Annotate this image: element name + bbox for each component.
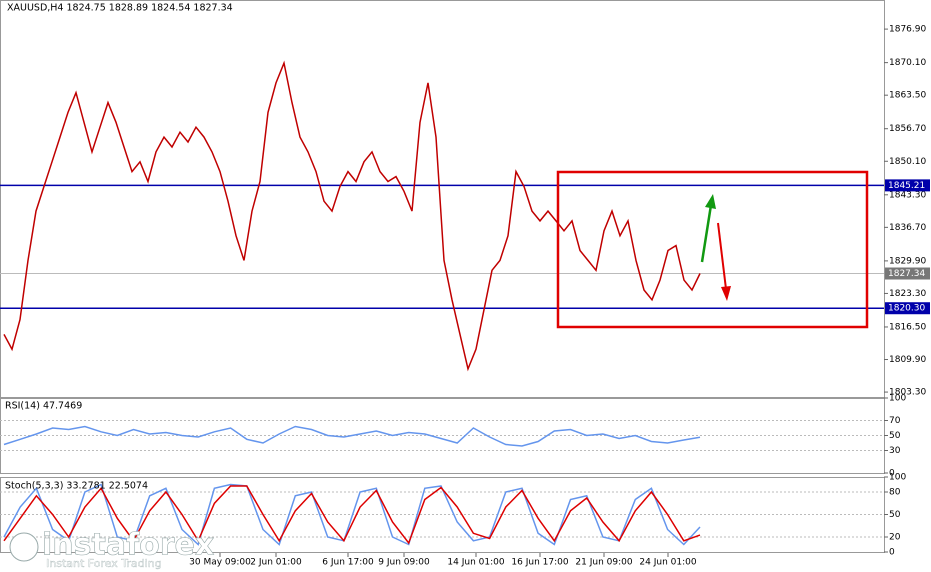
y-tick-label: 1816.50: [889, 322, 926, 332]
x-tick-label: 14 Jun 01:00: [447, 558, 504, 568]
y-tick-label: 70: [889, 416, 901, 426]
y-tick-label: 0: [889, 469, 895, 479]
y-tick-label: 80: [889, 488, 901, 498]
level-tag: [885, 179, 930, 192]
y-tick-label: 1876.90: [889, 25, 926, 35]
y-tick-label: 30: [889, 446, 901, 456]
watermark-brand: instaforex: [42, 528, 214, 563]
series-line: [3, 485, 701, 545]
rsi-title: RSI(14) 47.7469: [5, 401, 82, 412]
up-arrow: [700, 194, 716, 263]
y-tick-label: 100: [889, 394, 906, 404]
y-tick-label: 0: [889, 548, 895, 558]
last-price-label: 1827.34: [888, 269, 925, 279]
x-tick-label: 30 May 09:00: [189, 558, 251, 568]
series-line: [3, 425, 701, 447]
range-box: [556, 170, 869, 329]
watermark: instaforex Instant Forex Trading: [9, 527, 215, 570]
x-tick-label: 24 Jun 01:00: [639, 558, 696, 568]
series-line: [3, 483, 701, 546]
level-label: 1845.21: [888, 181, 925, 191]
y-tick-label: 1856.70: [889, 124, 926, 134]
panel-frame: [0, 0, 885, 398]
series-line: [3, 60, 701, 372]
y-tick-label: 1843.30: [889, 190, 926, 200]
chart-title: XAUUSD,H4 1824.75 1828.89 1824.54 1827.3…: [7, 3, 233, 14]
x-tick-label: 16 Jun 17:00: [511, 558, 568, 568]
y-tick-label: 20: [889, 533, 901, 543]
y-tick-label: 50: [889, 431, 901, 441]
y-tick-label: 1809.90: [889, 355, 926, 365]
x-tick-label: 9 Jun 09:00: [378, 558, 430, 568]
y-tick-label: 1863.50: [889, 91, 926, 101]
y-tick-label: 100: [889, 473, 906, 483]
y-tick-label: 1850.10: [889, 157, 926, 167]
stoch-title: Stoch(5,3,3) 33.2781 22.5074: [5, 481, 148, 492]
level-tag: [885, 302, 930, 315]
y-tick-label: 1823.30: [889, 289, 926, 299]
y-tick-label: 1870.10: [889, 58, 926, 68]
x-tick-label: 2 Jun 01:00: [250, 558, 302, 568]
level-label: 1820.30: [888, 304, 925, 314]
last-price-tag: [885, 267, 930, 280]
y-tick-label: 1803.30: [889, 388, 926, 398]
down-arrow: [717, 222, 731, 301]
x-tick-label: 21 Jun 09:00: [575, 558, 632, 568]
y-tick-label: 1836.70: [889, 223, 926, 233]
x-tick-label: 6 Jun 17:00: [322, 558, 374, 568]
y-tick-label: 1829.90: [889, 256, 926, 266]
y-tick-label: 50: [889, 510, 901, 520]
watermark-tagline: Instant Forex Trading: [46, 557, 162, 570]
